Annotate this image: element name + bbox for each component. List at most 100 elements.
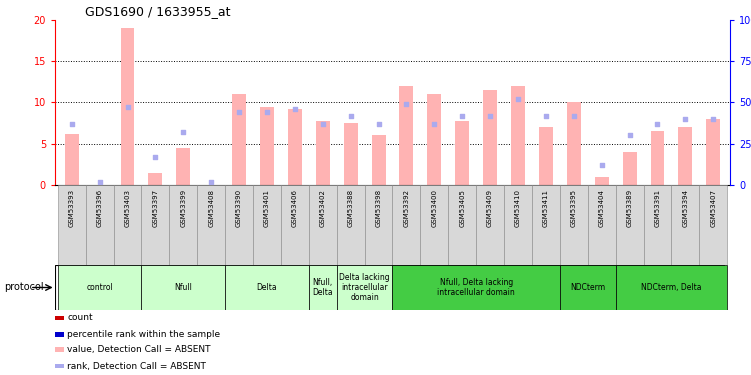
Text: Nfull, Delta lacking
intracellular domain: Nfull, Delta lacking intracellular domai… (437, 278, 515, 297)
Point (261, 110, 273, 116)
Bar (671, 185, 699, 265)
Bar (281, 185, 309, 265)
Bar (288, 109, 302, 185)
Text: GSM53395: GSM53395 (571, 189, 577, 227)
Point (400, 101, 412, 107)
Bar (92, 184, 107, 185)
Point (233, 110, 245, 116)
Point (94, 179, 106, 185)
Bar (65, 134, 79, 185)
Text: GDS1690 / 1633955_at: GDS1690 / 1633955_at (85, 5, 231, 18)
Text: GSM53405: GSM53405 (459, 189, 465, 227)
Text: Nfull,
Delta: Nfull, Delta (312, 278, 333, 297)
Text: GSM53393: GSM53393 (69, 189, 75, 227)
Bar (372, 135, 385, 185)
Bar (650, 131, 665, 185)
Point (680, 116, 692, 122)
Bar (706, 119, 720, 185)
Text: GSM53410: GSM53410 (515, 189, 521, 227)
Bar (336, 265, 393, 310)
Text: GSM53403: GSM53403 (125, 189, 131, 227)
Bar (149, 172, 162, 185)
Point (707, 116, 719, 122)
Bar (204, 184, 219, 185)
Point (289, 106, 301, 112)
Text: Delta lacking
intracellular
domain: Delta lacking intracellular domain (339, 273, 390, 302)
Bar (55, 332, 64, 337)
Point (540, 113, 552, 119)
Point (456, 113, 468, 119)
Text: control: control (86, 283, 113, 292)
Bar (595, 177, 608, 185)
Text: GSM53401: GSM53401 (264, 189, 270, 227)
Bar (121, 28, 134, 185)
Text: GSM53406: GSM53406 (292, 189, 298, 227)
Bar (567, 102, 581, 185)
Bar (344, 123, 357, 185)
Text: GSM53394: GSM53394 (683, 189, 689, 227)
Point (149, 154, 161, 160)
Bar (225, 265, 309, 310)
Text: GSM53409: GSM53409 (487, 189, 493, 227)
Bar (58, 185, 86, 265)
Text: GSM53388: GSM53388 (348, 189, 354, 227)
Bar (616, 185, 644, 265)
Bar (559, 185, 588, 265)
Text: GSM53389: GSM53389 (626, 189, 632, 227)
Bar (58, 265, 141, 310)
Text: GSM53392: GSM53392 (403, 189, 409, 227)
Point (651, 121, 663, 127)
Bar (336, 185, 364, 265)
Bar (448, 185, 476, 265)
Bar (141, 185, 170, 265)
Bar (170, 185, 198, 265)
Point (372, 121, 385, 127)
Bar (455, 121, 469, 185)
Point (177, 129, 189, 135)
Bar (364, 185, 393, 265)
Bar (315, 121, 330, 185)
Bar (309, 185, 336, 265)
Bar (427, 94, 442, 185)
Bar (198, 185, 225, 265)
Point (484, 113, 496, 119)
Bar (644, 185, 671, 265)
Bar (86, 185, 113, 265)
Text: GSM53396: GSM53396 (97, 189, 103, 227)
Bar (504, 185, 532, 265)
Bar (141, 265, 225, 310)
Text: GSM53408: GSM53408 (208, 189, 214, 227)
Text: protocol: protocol (4, 282, 44, 292)
Bar (176, 148, 190, 185)
Text: NDCterm: NDCterm (570, 283, 605, 292)
Text: Delta: Delta (257, 283, 277, 292)
Point (623, 132, 635, 138)
Text: GSM53402: GSM53402 (320, 189, 326, 227)
Point (205, 179, 217, 185)
Bar (421, 185, 448, 265)
Text: GSM53400: GSM53400 (431, 189, 437, 227)
Text: GSM53390: GSM53390 (236, 189, 242, 227)
Text: GSM53404: GSM53404 (599, 189, 605, 227)
Bar (253, 185, 281, 265)
Bar (393, 185, 421, 265)
Bar (400, 86, 413, 185)
Text: GSM53411: GSM53411 (543, 189, 549, 227)
Bar (532, 185, 559, 265)
Text: GSM53391: GSM53391 (654, 189, 660, 227)
Bar (623, 152, 637, 185)
Text: count: count (67, 314, 93, 322)
Text: value, Detection Call = ABSENT: value, Detection Call = ABSENT (67, 345, 211, 354)
Bar (393, 265, 559, 310)
Text: rank, Detection Call = ABSENT: rank, Detection Call = ABSENT (67, 362, 206, 370)
Text: percentile rank within the sample: percentile rank within the sample (67, 330, 220, 339)
Bar (588, 185, 616, 265)
Bar (483, 90, 497, 185)
Bar (113, 185, 141, 265)
Text: GSM53399: GSM53399 (180, 189, 186, 227)
Bar (55, 316, 64, 320)
Text: GSM53407: GSM53407 (710, 189, 716, 227)
Point (317, 121, 329, 127)
Bar (55, 364, 64, 368)
Bar (55, 347, 64, 352)
